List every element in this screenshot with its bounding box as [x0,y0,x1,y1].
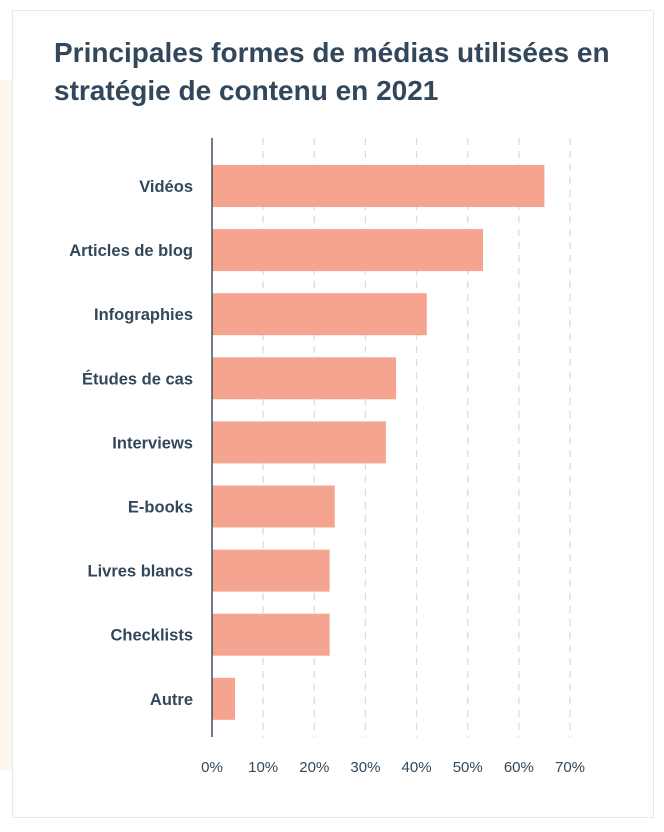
category-label: Livres blancs [88,563,193,581]
bar [212,293,427,336]
x-tick-label: 30% [350,759,380,776]
category-label: Interviews [112,434,193,452]
chart-title: Principales formes de médias utilisées e… [54,37,610,106]
bar [212,165,545,207]
x-tick-label: 70% [555,759,585,776]
x-tick-label: 0% [201,759,223,776]
category-label: Checklists [110,627,193,645]
left-accent-strip [0,80,12,770]
category-label: Autre [150,691,193,709]
category-label: Articles de blog [69,242,193,260]
category-label: E-books [128,499,193,517]
bar [212,677,236,720]
x-tick-label: 20% [299,759,329,776]
bar [212,421,386,464]
x-tick-label: 10% [248,759,278,776]
category-label: Études de cas [82,369,193,388]
x-tick-label: 60% [504,759,534,776]
bar [212,229,484,272]
category-label: Vidéos [139,178,193,196]
x-tick-label: 50% [453,759,483,776]
x-tick-label: 40% [402,759,432,776]
chart-card [12,10,654,818]
category-label: Infographies [94,306,193,324]
bar [212,613,330,656]
bar [212,357,397,400]
bar [212,485,335,528]
bar [212,549,330,592]
